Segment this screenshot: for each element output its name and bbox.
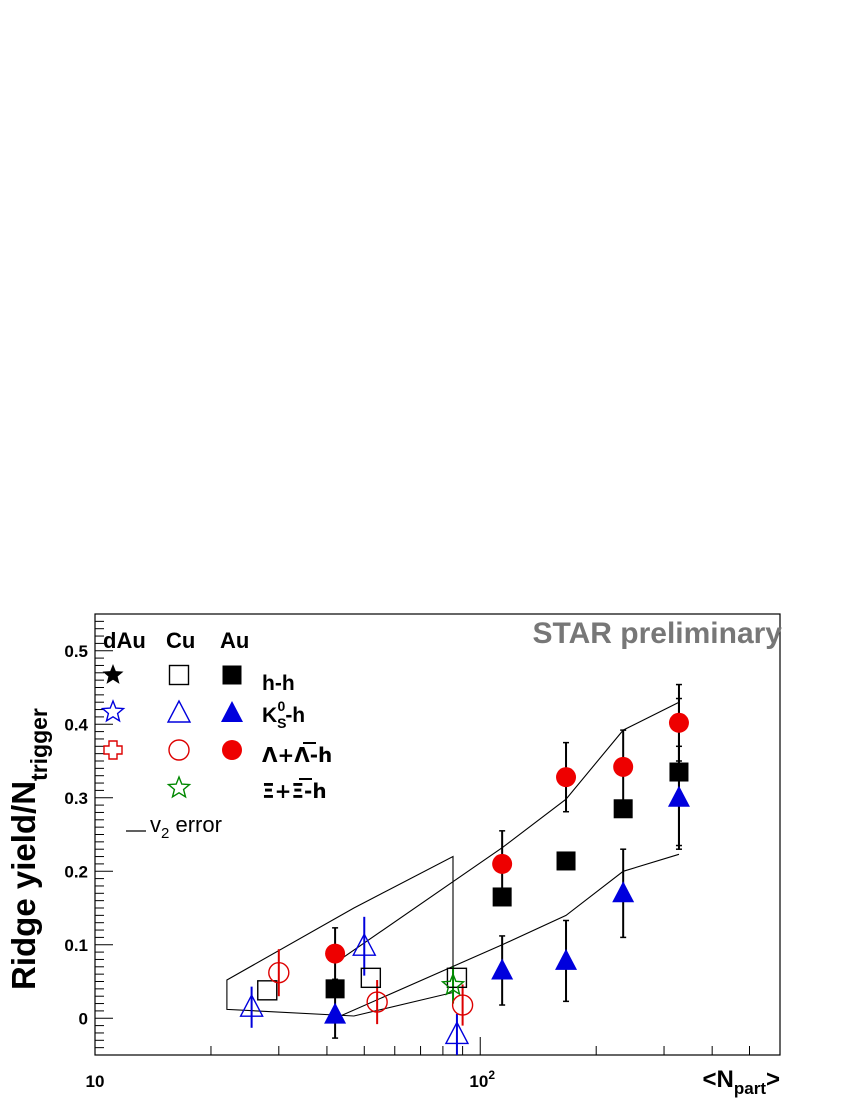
legend-row-xi: Ξ+Ξ-h — [262, 779, 327, 803]
legend-au-hh-marker — [222, 665, 242, 685]
legend-row-k0s: KS0-h — [262, 698, 305, 731]
au-k0s-point-3 — [612, 881, 635, 903]
cu-k0s-point-1 — [352, 932, 377, 956]
legend-v2-suffix: error — [169, 812, 222, 837]
cu-lambda-point-2 — [451, 994, 474, 1016]
au-lambda-point-3 — [613, 756, 634, 777]
legend-cu-k0s-marker — [166, 699, 192, 723]
x-axis-label: <Npart> — [703, 1066, 781, 1098]
legend-row-k0s-main: K — [262, 704, 277, 727]
au-hh-point-1 — [492, 887, 512, 907]
legend-row-hh: h-h — [262, 672, 295, 695]
cu-k0s-point-2 — [444, 1020, 470, 1045]
au-k0s-point-4 — [667, 785, 690, 807]
au-upper-band — [334, 701, 680, 964]
x-axis-ticks: 10 102 — [86, 1037, 781, 1091]
watermark: STAR preliminary — [532, 617, 782, 650]
y-tick-label-0: 0 — [79, 1009, 88, 1028]
au-hh-point-0 — [325, 979, 345, 999]
cu-lambda-point-1 — [366, 991, 388, 1013]
legend-v2-sub: 2 — [161, 825, 169, 842]
legend-cu-lambda-marker — [168, 739, 190, 761]
x-axis-label-main: <N — [703, 1066, 734, 1093]
au-k0s-point-2 — [555, 948, 578, 970]
au-hh-point-3 — [613, 799, 633, 819]
au-k0s-point-0 — [324, 1002, 347, 1024]
legend-row-lambda: Λ+Λ-h — [262, 743, 332, 767]
legend: dAu Cu Au h-h KS0-h Λ+Λ-h Ξ+Ξ-h v2 error — [100, 628, 332, 842]
au-lambda-point-1 — [492, 853, 513, 874]
legend-au-k0s-marker — [221, 701, 243, 722]
y-axis-label-main: Ridge yield/N — [5, 781, 42, 990]
au-lower-band — [334, 853, 680, 1019]
legend-dau-k0s-marker — [100, 699, 126, 723]
error-bars — [250, 683, 682, 1055]
x-axis-label-end: > — [766, 1066, 780, 1093]
legend-markers — [100, 664, 243, 799]
x-tick-label-1: 102 — [469, 1068, 495, 1091]
cu-hh-point-0 — [257, 980, 278, 1001]
cu-k0s-point-0 — [239, 993, 264, 1017]
data-markers — [239, 712, 690, 1045]
legend-v2-label: v2 error — [150, 812, 222, 842]
legend-au-lambda-marker — [222, 740, 242, 760]
legend-col-cu: Cu — [166, 628, 195, 653]
au-k0s-point-1 — [491, 958, 514, 980]
x-tick-label-main-1: 10 — [469, 1072, 488, 1091]
legend-dau-hh-marker — [102, 664, 124, 684]
y-axis-label-sub: trigger — [26, 708, 52, 781]
y-axis-label: Ridge yield/Ntrigger — [5, 708, 52, 990]
y-axis-ticks: 0 0.1 0.2 0.3 0.4 0.5 — [64, 620, 113, 1049]
y-tick-label-1: 0.1 — [64, 936, 88, 955]
au-hh-point-4 — [669, 762, 689, 782]
legend-v2-main: v — [150, 812, 161, 837]
cu-hh-point-1 — [360, 967, 382, 989]
au-lambda-point-2 — [556, 767, 577, 788]
au-lambda-point-0 — [325, 943, 346, 964]
y-tick-label-5: 0.5 — [64, 642, 88, 661]
x-tick-label-sup-1: 2 — [488, 1068, 495, 1082]
cu-hh-point-2 — [446, 967, 468, 989]
legend-col-dau: dAu — [103, 628, 146, 653]
legend-cu-xi-marker — [166, 775, 192, 799]
y-tick-label-4: 0.4 — [64, 715, 88, 734]
legend-row-k0s-sub: S — [277, 715, 286, 731]
legend-col-au: Au — [220, 628, 249, 653]
legend-row-k0s-sup: 0 — [278, 698, 286, 714]
legend-dau-lambda-marker — [103, 740, 123, 760]
x-tick-label-main-0: 10 — [86, 1072, 105, 1091]
legend-row-k0s-suffix: -h — [285, 704, 305, 727]
cu-lambda-point-0 — [268, 961, 290, 984]
au-lambda-point-4 — [668, 712, 689, 733]
legend-cu-hh-marker — [168, 664, 190, 686]
y-tick-label-2: 0.2 — [64, 862, 88, 881]
x-axis-label-sub: part — [734, 1079, 766, 1098]
x-tick-label-0: 10 — [86, 1072, 105, 1091]
y-tick-label-3: 0.3 — [64, 789, 88, 808]
cu-xi-point-0 — [440, 972, 466, 996]
au-hh-point-2 — [556, 851, 576, 871]
